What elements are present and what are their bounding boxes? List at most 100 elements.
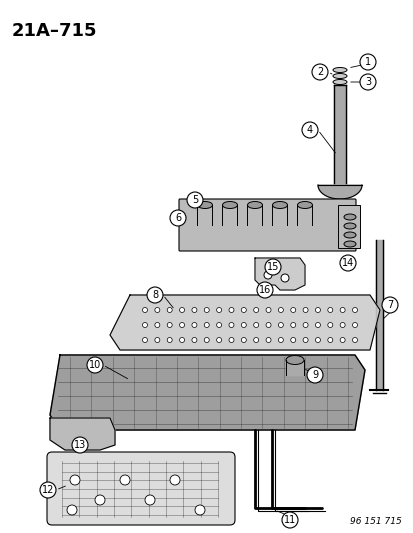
Circle shape [87,357,103,373]
Circle shape [281,512,297,528]
Circle shape [72,437,88,453]
Ellipse shape [343,232,355,238]
Circle shape [306,367,322,383]
Circle shape [359,54,375,70]
Circle shape [228,308,233,312]
Text: 15: 15 [266,262,278,272]
Circle shape [241,322,246,327]
Circle shape [301,122,317,138]
Circle shape [339,322,344,327]
Circle shape [253,322,258,327]
Text: 16: 16 [258,285,271,295]
Circle shape [351,322,357,327]
Circle shape [170,210,185,226]
Polygon shape [50,418,115,450]
Circle shape [204,322,209,327]
FancyBboxPatch shape [47,452,235,525]
Circle shape [170,475,180,485]
Circle shape [327,322,332,327]
Circle shape [167,322,172,327]
Circle shape [179,322,184,327]
Ellipse shape [332,79,346,85]
Circle shape [351,337,357,343]
Circle shape [216,337,221,343]
Circle shape [179,308,184,312]
Circle shape [280,274,288,282]
Circle shape [120,475,130,485]
Circle shape [216,322,221,327]
Circle shape [253,308,258,312]
Ellipse shape [222,201,237,208]
Circle shape [253,337,258,343]
Ellipse shape [272,201,287,208]
Circle shape [339,337,344,343]
Text: 7: 7 [386,300,392,310]
Circle shape [266,337,271,343]
Text: 8: 8 [152,290,158,300]
Circle shape [278,337,282,343]
Circle shape [40,482,56,498]
Circle shape [256,282,272,298]
Ellipse shape [285,356,303,365]
Circle shape [192,322,197,327]
Circle shape [266,308,271,312]
Circle shape [327,308,332,312]
Text: 12: 12 [42,485,54,495]
Circle shape [241,337,246,343]
Text: 13: 13 [74,440,86,450]
Circle shape [290,337,295,343]
Ellipse shape [343,223,355,229]
Polygon shape [254,258,304,290]
Circle shape [266,322,271,327]
Circle shape [154,308,159,312]
Circle shape [147,287,163,303]
Circle shape [327,337,332,343]
Circle shape [302,337,307,343]
Circle shape [290,322,295,327]
Ellipse shape [297,201,312,208]
Circle shape [195,505,204,515]
Circle shape [359,74,375,90]
Circle shape [142,337,147,343]
Text: 2: 2 [316,67,322,77]
Text: 21A–715: 21A–715 [12,22,97,40]
Text: 11: 11 [283,515,295,525]
Polygon shape [317,185,361,199]
Circle shape [95,495,105,505]
Ellipse shape [343,241,355,247]
Circle shape [167,308,172,312]
Circle shape [204,308,209,312]
Text: 4: 4 [306,125,312,135]
Circle shape [154,322,159,327]
Circle shape [278,308,282,312]
Circle shape [311,64,327,80]
Circle shape [67,505,77,515]
Circle shape [315,308,320,312]
Text: 1: 1 [364,57,370,67]
Circle shape [381,297,397,313]
Ellipse shape [332,68,346,72]
Text: 5: 5 [191,195,198,205]
Circle shape [228,322,233,327]
Circle shape [290,308,295,312]
Circle shape [241,308,246,312]
Circle shape [187,192,202,208]
Circle shape [315,322,320,327]
Circle shape [302,322,307,327]
Ellipse shape [332,74,346,78]
FancyBboxPatch shape [178,199,355,251]
Bar [337,205,359,248]
Ellipse shape [247,201,262,208]
Circle shape [179,337,184,343]
Polygon shape [110,295,379,350]
Text: 3: 3 [364,77,370,87]
Circle shape [192,308,197,312]
Circle shape [192,337,197,343]
Circle shape [167,337,172,343]
Circle shape [216,308,221,312]
Circle shape [315,337,320,343]
Text: 96 151 715: 96 151 715 [349,517,401,526]
Circle shape [145,495,154,505]
Circle shape [351,308,357,312]
Ellipse shape [343,214,355,220]
